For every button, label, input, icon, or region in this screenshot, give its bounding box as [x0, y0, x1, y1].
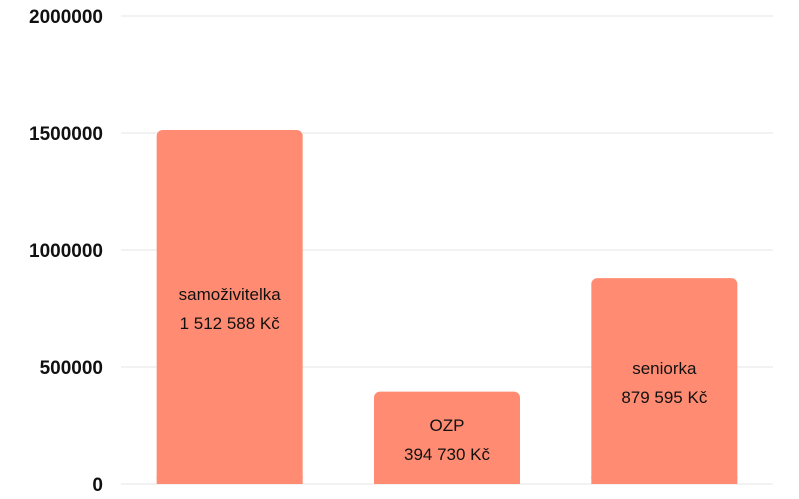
y-tick-label: 1000000 — [29, 241, 103, 262]
bar-2 — [591, 278, 738, 484]
bar-value-label: 394 730 Kč — [404, 445, 491, 464]
bar-base-1 — [374, 476, 520, 484]
y-axis-tick-labels: 0 500000 1000000 1500000 2000000 — [29, 7, 103, 496]
bar-1 — [374, 391, 520, 484]
bar-category-label: OZP — [430, 416, 465, 435]
bar-base-0 — [156, 476, 303, 484]
bar-value-label: 879 595 Kč — [621, 388, 708, 407]
y-tick-label: 500000 — [40, 358, 103, 379]
bar-category-label: seniorka — [632, 359, 697, 378]
bar-data-labels: samoživitelka 1 512 588 Kč OZP 394 730 Kč se… — [179, 285, 708, 464]
y-tick-label: 1500000 — [29, 124, 103, 145]
bar-0 — [156, 130, 303, 484]
y-tick-label: 0 — [92, 475, 103, 496]
bar-category-label: samoživitelka — [179, 285, 282, 304]
bar-value-label: 1 512 588 Kč — [180, 314, 281, 333]
bar-base-2 — [591, 476, 738, 484]
bars — [156, 130, 738, 484]
y-tick-label: 2000000 — [29, 7, 103, 28]
